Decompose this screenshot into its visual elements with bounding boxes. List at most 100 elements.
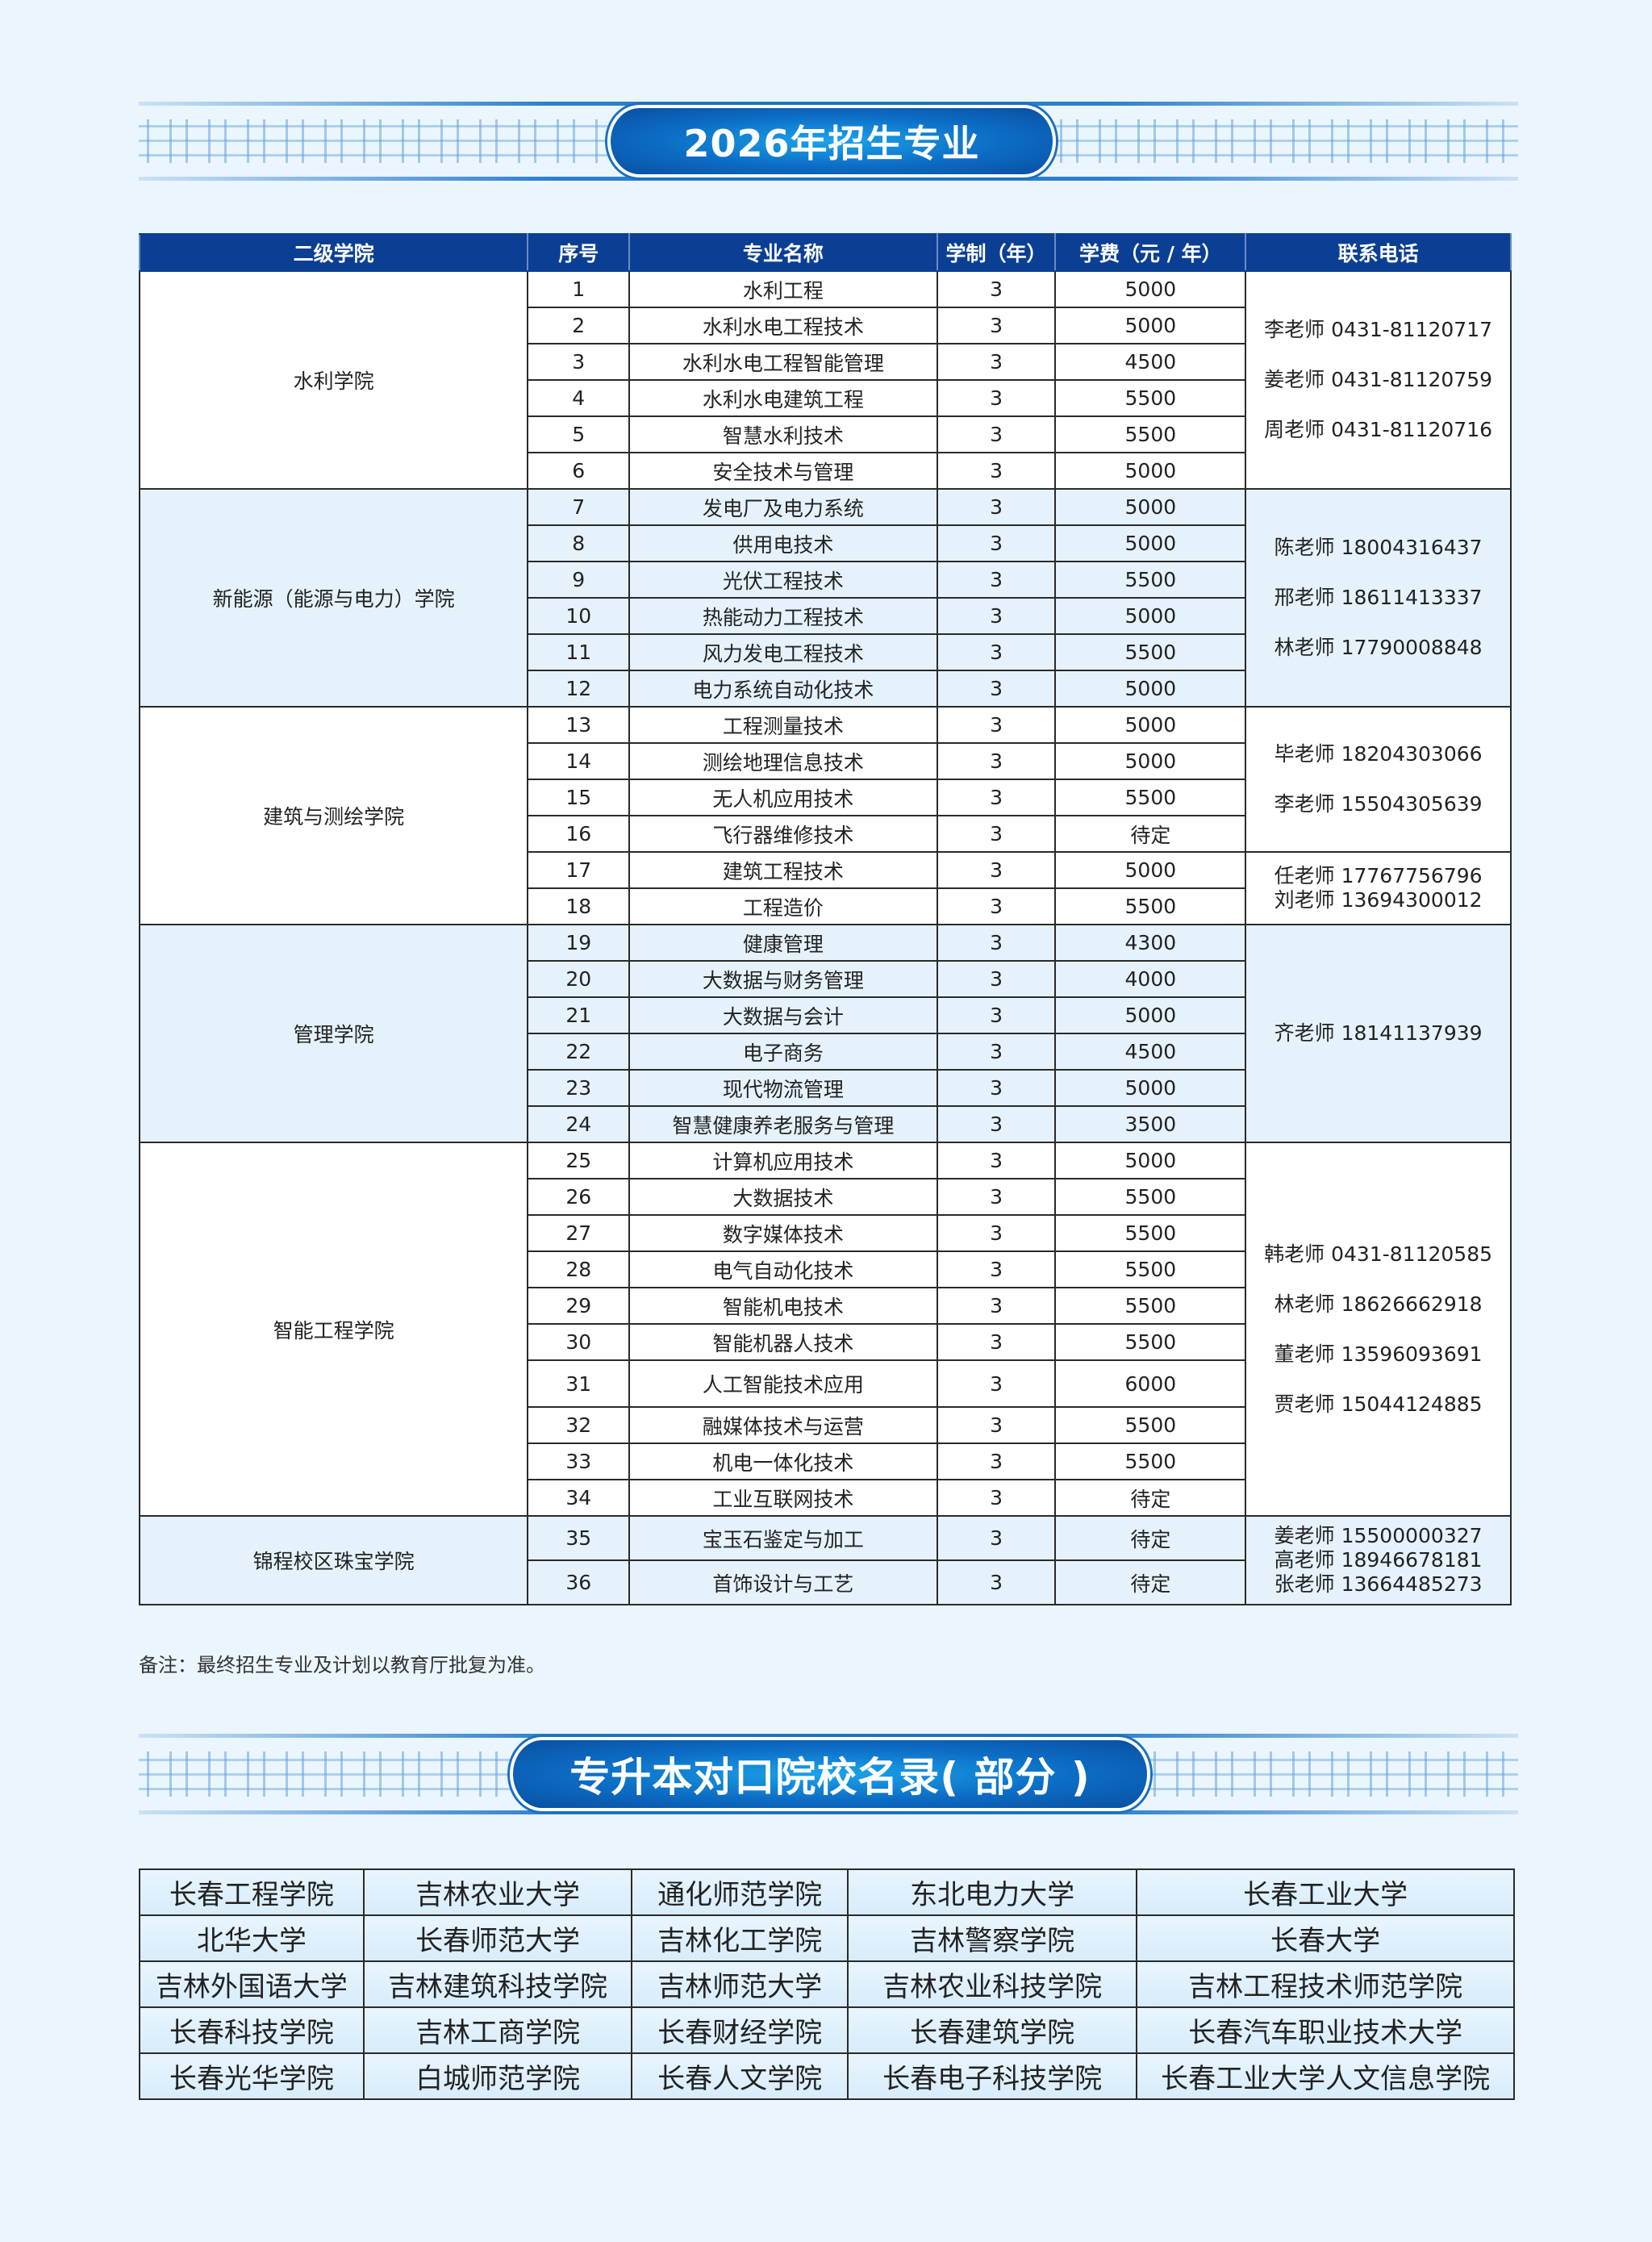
school-row: 长春光华学院 白城师范学院 长春人文学院 长春电子科技学院 长春工业大学人文信息学院	[139, 2052, 1515, 2100]
duration: 3	[936, 706, 1057, 744]
duration: 3	[936, 996, 1057, 1034]
major-name: 工程测量技术	[628, 706, 938, 744]
school-name: 吉林师范大学	[631, 1960, 849, 2008]
tuition: 5000	[1054, 597, 1247, 635]
contact-cell: 姜老师 15500000327 高老师 18946678181 张老师 136644…	[1245, 1515, 1512, 1605]
duration: 3	[936, 1250, 1057, 1288]
duration: 3	[936, 452, 1057, 490]
serial-number: 7	[527, 488, 631, 526]
serial-number: 34	[527, 1479, 631, 1517]
college-name: 水利学院	[138, 270, 529, 490]
school-row: 北华大学 长春师范大学 吉林化工学院 吉林警察学院 长春大学	[139, 1914, 1515, 1962]
duration: 3	[936, 524, 1057, 562]
major-name: 智慧健康养老服务与管理	[628, 1105, 938, 1143]
duration: 3	[936, 307, 1057, 344]
tuition: 5500	[1054, 1250, 1247, 1288]
serial-number: 14	[527, 742, 631, 780]
footnote: 备注：最终招生专业及计划以教育厅批复为准。	[139, 1654, 545, 1676]
major-name: 测绘地理信息技术	[628, 742, 938, 780]
school-name: 北华大学	[139, 1914, 365, 1962]
contact-cell: 齐老师 18141137939	[1245, 924, 1512, 1143]
serial-number: 20	[527, 960, 631, 998]
serial-number: 25	[527, 1142, 631, 1179]
school-name: 吉林警察学院	[846, 1914, 1138, 1962]
table-row: 17 建筑工程技术 3 5000 任老师 17767756796 刘老师 13694300…	[140, 851, 1512, 925]
serial-number: 4	[527, 379, 631, 417]
column-header: 二级学院	[138, 233, 529, 272]
table-header-row: 二级学院 序号 专业名称 学制（年） 学费（元 / 年） 联系电话	[138, 233, 1512, 272]
contact-phone: 周老师 0431-81120716	[1264, 418, 1493, 441]
banner-line	[139, 1810, 1518, 1814]
tuition: 5500	[1054, 1287, 1247, 1325]
serial-number: 30	[527, 1323, 631, 1361]
school-name: 白城师范学院	[362, 2052, 633, 2100]
table-row: 锦程校区珠宝学院 35 宝玉石鉴定与加工 3 待定 姜老师 15500000327 高老师 …	[138, 1515, 1512, 1605]
major-name: 大数据技术	[628, 1178, 938, 1216]
serial-number: 22	[527, 1033, 631, 1071]
serial-number: 27	[527, 1214, 631, 1252]
tuition: 5500	[1054, 1214, 1247, 1252]
major-name: 水利水电工程智能管理	[628, 343, 938, 381]
tuition: 5500	[1054, 561, 1247, 599]
contact-phone: 姜老师 15500000327	[1274, 1524, 1483, 1547]
tuition: 5500	[1054, 379, 1247, 417]
duration: 3	[936, 670, 1057, 708]
serial-number: 21	[527, 996, 631, 1034]
section-banner-majors: 2026年招生专业	[139, 102, 1518, 181]
duration: 3	[936, 1287, 1057, 1325]
school-name: 吉林工程技术师范学院	[1136, 1960, 1515, 2008]
serial-number: 19	[527, 924, 631, 962]
serial-number: 6	[527, 452, 631, 490]
major-name: 飞行器维修技术	[628, 815, 938, 853]
serial-number: 17	[527, 851, 631, 889]
tuition: 5000	[1054, 996, 1247, 1034]
table-row: 智能工程学院 25 计算机应用技术 3 5000 韩老师 0431-81120585 林老师…	[138, 1142, 1512, 1517]
serial-number: 18	[527, 887, 631, 925]
major-name: 现代物流管理	[628, 1069, 938, 1107]
serial-number: 11	[527, 633, 631, 671]
tuition: 5500	[1054, 1178, 1247, 1216]
college-name: 智能工程学院	[138, 1142, 529, 1517]
contact-phone: 刘老师 13694300012	[1274, 888, 1483, 912]
tuition: 5500	[1054, 887, 1247, 925]
duration: 3	[936, 779, 1057, 816]
contact-phone: 贾老师 15044124885	[1274, 1392, 1483, 1416]
tuition: 5000	[1054, 851, 1247, 889]
section-title: 2026年招生专业	[607, 105, 1056, 177]
banner-line	[139, 1734, 1518, 1738]
tuition: 待定	[1054, 1479, 1247, 1517]
serial-number: 26	[527, 1178, 631, 1216]
school-row: 长春科技学院 吉林工商学院 长春财经学院 长春建筑学院 长春汽车职业技术大学	[139, 2006, 1515, 2054]
duration: 3	[936, 1178, 1057, 1216]
school-name: 长春工业大学人文信息学院	[1136, 2052, 1515, 2100]
contact-phone: 高老师 18946678181	[1274, 1548, 1483, 1572]
contact-cell: 毕老师 18204303066 李老师 15504305639	[1245, 706, 1512, 853]
major-name: 水利水电工程技术	[628, 307, 938, 344]
contact-cell: 李老师 0431-81120717 姜老师 0431-81120759 周老师 04…	[1245, 270, 1512, 490]
duration: 3	[936, 742, 1057, 780]
major-name: 工业互联网技术	[628, 1479, 938, 1517]
school-name: 通化师范学院	[631, 1868, 849, 1916]
tuition: 待定	[1054, 1515, 1247, 1561]
tuition: 4500	[1054, 343, 1247, 381]
serial-number: 16	[527, 815, 631, 853]
serial-number: 29	[527, 1287, 631, 1325]
college-name: 新能源（能源与电力）学院	[138, 488, 529, 708]
major-name: 电气自动化技术	[628, 1250, 938, 1288]
duration: 3	[936, 1323, 1057, 1361]
duration: 3	[936, 1214, 1057, 1252]
tuition: 4500	[1054, 1033, 1247, 1071]
tuition: 5500	[1054, 779, 1247, 816]
duration: 3	[936, 415, 1057, 453]
tuition: 3500	[1054, 1105, 1247, 1143]
banner-line	[139, 177, 1518, 181]
contact-phone: 姜老师 0431-81120759	[1264, 368, 1493, 391]
duration: 3	[936, 270, 1057, 308]
tuition: 6000	[1054, 1359, 1247, 1408]
major-name: 宝玉石鉴定与加工	[628, 1515, 938, 1561]
tuition: 5000	[1054, 706, 1247, 744]
major-name: 智能机电技术	[628, 1287, 938, 1325]
column-header: 联系电话	[1245, 233, 1512, 272]
school-name: 长春工业大学	[1136, 1868, 1515, 1916]
school-name: 长春光华学院	[139, 2052, 365, 2100]
